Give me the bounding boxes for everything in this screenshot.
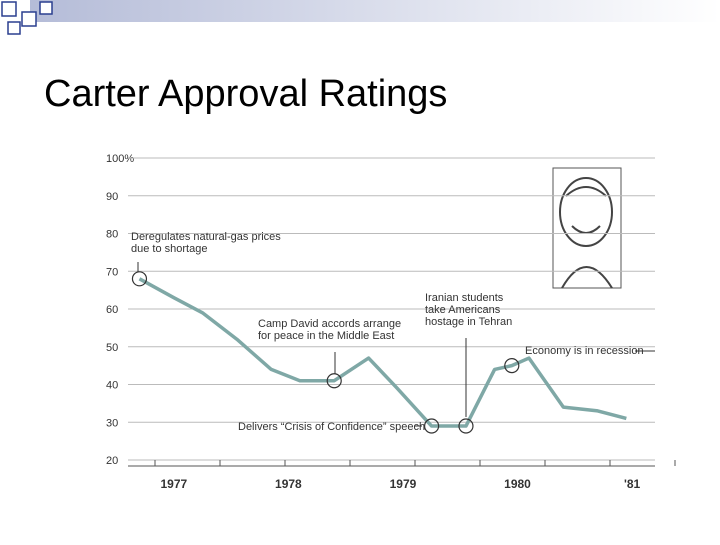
- x-tick-label: 1977: [160, 477, 187, 491]
- x-tick-label: 1980: [504, 477, 531, 491]
- slide-title: Carter Approval Ratings: [44, 73, 447, 115]
- annotation-marker: [504, 358, 520, 374]
- annotation-marker: [458, 418, 474, 434]
- y-tick-label: 30: [106, 417, 118, 429]
- annotation: Delivers “Crisis of Confidence” speech: [238, 421, 425, 433]
- y-tick-label: 50: [106, 342, 118, 354]
- annotation: Economy is in recession: [525, 345, 644, 357]
- annotation: take Americans: [425, 304, 501, 316]
- x-tick-label: 1978: [275, 477, 302, 491]
- annotation: Deregulates natural-gas prices: [131, 231, 281, 243]
- annotation: Camp David accords arrange: [258, 318, 401, 330]
- annotation-marker: [423, 418, 440, 434]
- portrait: [552, 167, 622, 289]
- annotation: for peace in the Middle East: [258, 330, 394, 342]
- y-tick-label: 90: [106, 191, 118, 203]
- decor-squares: [1, 1, 53, 35]
- y-tick-label: 60: [106, 304, 118, 316]
- annotation-marker: [131, 271, 148, 287]
- y-tick-label: 100%: [106, 153, 134, 165]
- y-tick-label: 80: [106, 229, 118, 241]
- y-tick-label: 20: [106, 455, 118, 467]
- annotation: Iranian students: [425, 292, 504, 304]
- y-tick-label: 70: [106, 266, 118, 278]
- y-tick-label: 40: [106, 380, 118, 392]
- x-tick-label: 1979: [390, 477, 417, 491]
- annotation: hostage in Tehran: [425, 316, 512, 328]
- header-bar: [30, 0, 720, 22]
- data-line: [138, 277, 627, 428]
- x-tick-label: '81: [624, 477, 641, 491]
- annotation-marker: [326, 373, 342, 389]
- annotation: due to shortage: [131, 243, 207, 255]
